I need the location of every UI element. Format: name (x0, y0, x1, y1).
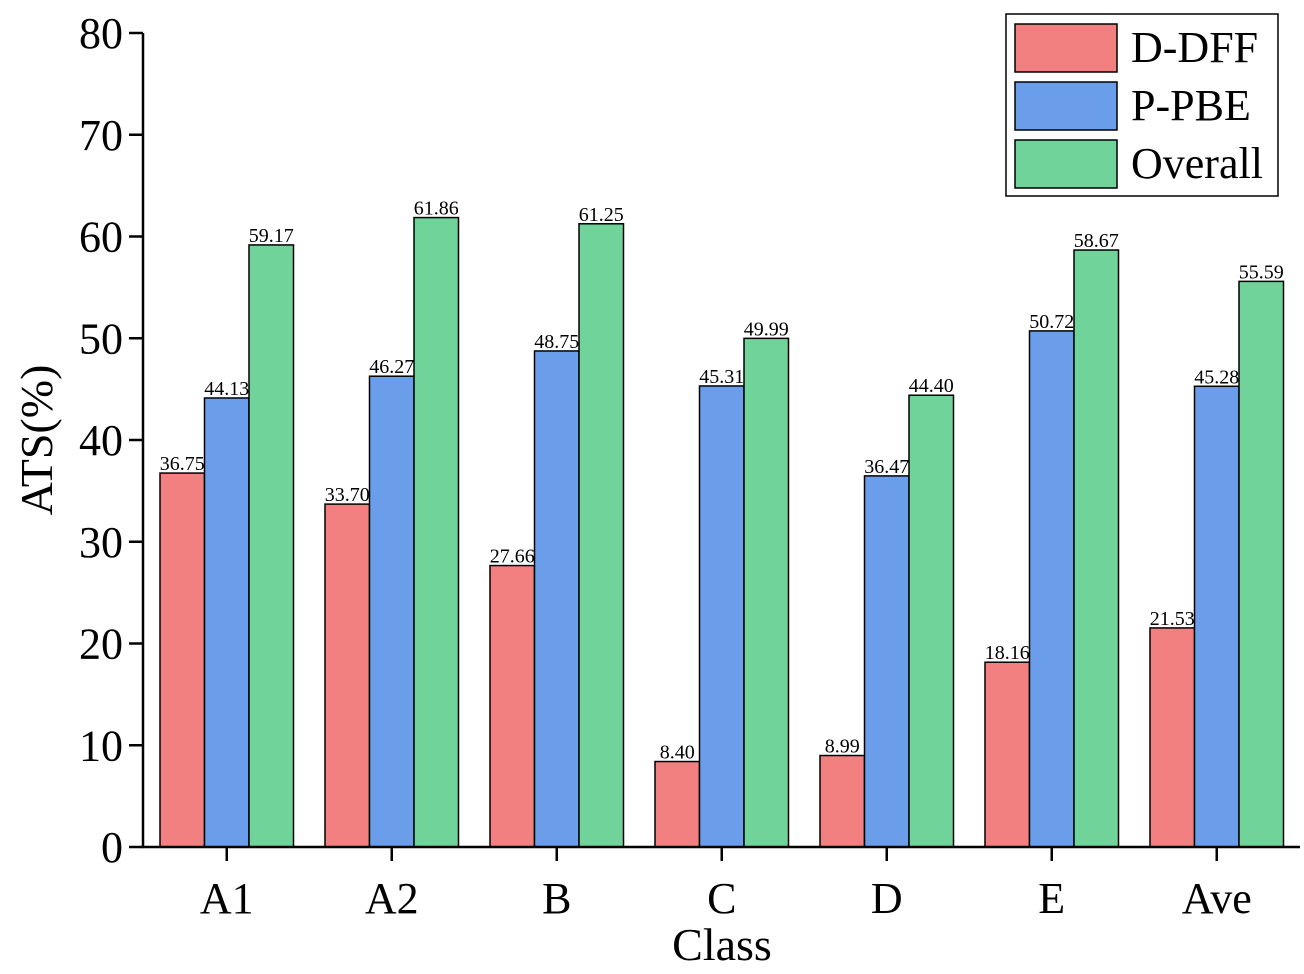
bar-d-dff-a1 (159, 472, 206, 848)
data-label: 58.67 (1074, 230, 1119, 252)
y-tick-label: 70 (79, 111, 123, 160)
legend-label-d-dff: D-DFF (1131, 23, 1258, 72)
x-tick-label: B (542, 874, 571, 923)
legend-swatch-p-pbe (1014, 81, 1118, 131)
y-axis-title: ATS(%) (11, 365, 62, 516)
data-label: 48.75 (534, 331, 579, 353)
x-tick-label: E (1038, 874, 1065, 923)
x-tick-label: Ave (1182, 874, 1252, 923)
x-axis-title: Class (672, 919, 772, 970)
legend-swatch-overall (1014, 139, 1118, 189)
bar-overall-ave (1238, 280, 1285, 848)
bar-d-dff-c (654, 760, 701, 848)
bar-p-pbe-e (1028, 330, 1075, 848)
y-tick-label: 80 (79, 9, 123, 58)
bar-d-dff-d (819, 754, 866, 848)
y-tick-label: 20 (79, 620, 123, 669)
y-tick-label: 0 (101, 823, 123, 872)
legend-label-p-pbe: P-PBE (1131, 81, 1251, 130)
y-tick-label: 50 (79, 314, 123, 363)
legend: D-DFF P-PBE Overall (1005, 13, 1279, 197)
legend-label-overall: Overall (1131, 139, 1263, 188)
data-label: 8.99 (825, 736, 860, 758)
data-label: 45.28 (1194, 366, 1239, 388)
bar-d-dff-e (984, 661, 1031, 848)
x-tick-label: D (871, 874, 903, 923)
data-label: 27.66 (490, 546, 535, 568)
bar-d-dff-ave (1149, 627, 1196, 848)
data-label: 8.40 (660, 742, 695, 764)
bar-overall-a2 (413, 216, 460, 848)
y-tick-label: 30 (79, 518, 123, 567)
data-label: 21.53 (1150, 608, 1195, 630)
bar-overall-b (578, 223, 625, 848)
bar-d-dff-b (489, 564, 536, 848)
y-tick-label: 40 (79, 416, 123, 465)
legend-swatch-d-dff (1014, 23, 1118, 73)
data-label: 61.86 (414, 198, 459, 220)
data-label: 33.70 (325, 484, 370, 506)
y-tick-label: 60 (79, 213, 123, 262)
y-tick-label: 10 (79, 721, 123, 770)
data-label: 36.75 (160, 453, 205, 475)
bar-p-pbe-c (698, 385, 745, 848)
bar-overall-a1 (248, 244, 295, 848)
bar-p-pbe-ave (1193, 385, 1240, 848)
bar-d-dff-a2 (324, 503, 371, 848)
data-label: 44.40 (909, 375, 954, 397)
data-label: 49.99 (744, 318, 789, 340)
x-tick-label: A1 (200, 874, 254, 923)
x-tick-label: C (707, 874, 736, 923)
data-label: 45.31 (699, 366, 744, 388)
data-label: 59.17 (249, 225, 294, 247)
bar-overall-d (908, 394, 955, 848)
data-label: 44.13 (204, 378, 249, 400)
data-label: 50.72 (1029, 311, 1074, 333)
data-label: 36.47 (864, 456, 909, 478)
bar-overall-c (743, 337, 790, 848)
data-label: 55.59 (1239, 261, 1284, 283)
bar-p-pbe-a2 (368, 375, 415, 848)
data-label: 61.25 (579, 204, 624, 226)
bar-p-pbe-d (863, 475, 910, 848)
x-tick-label: A2 (365, 874, 419, 923)
data-label: 46.27 (369, 356, 414, 378)
data-labels-layer: 36.75 33.70 27.66 8.40 8.99 18.16 21.53 44.13 46… (160, 198, 1284, 764)
bar-p-pbe-a1 (203, 397, 250, 848)
bar-p-pbe-b (533, 350, 580, 848)
bars-layer (159, 216, 1285, 848)
axes-layer: 0 10 20 30 40 50 60 70 80 A1 A2 B C D E Ave Class ATS(%) (11, 9, 1300, 970)
bar-overall-e (1073, 249, 1120, 848)
data-label: 18.16 (985, 642, 1030, 664)
